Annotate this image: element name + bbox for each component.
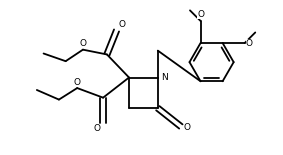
Text: O: O (184, 123, 191, 132)
Text: O: O (246, 38, 253, 48)
Text: O: O (119, 20, 126, 29)
Text: O: O (74, 78, 81, 87)
Text: N: N (161, 73, 168, 82)
Text: O: O (93, 124, 100, 133)
Text: O: O (197, 10, 204, 19)
Text: O: O (80, 39, 86, 48)
